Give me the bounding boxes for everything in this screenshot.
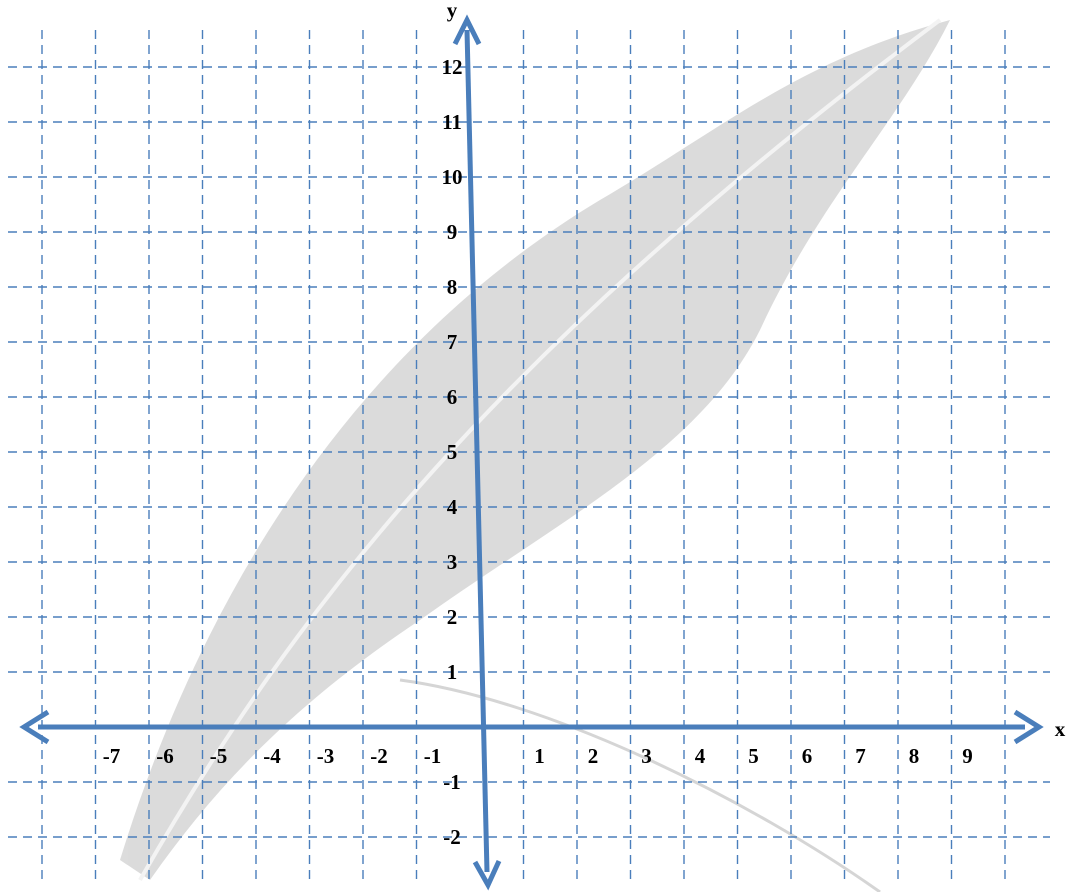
x-tick-label: 5: [748, 744, 759, 768]
y-axis-label: y: [447, 0, 458, 22]
x-tick-label: 4: [695, 744, 706, 768]
x-tick-label: -3: [317, 744, 335, 768]
y-tick-label: 8: [447, 275, 458, 299]
x-axis-label: x: [1055, 717, 1066, 741]
y-tick-label: 6: [447, 385, 458, 409]
y-axis: [464, 29, 490, 873]
x-arrow-left: [19, 709, 50, 745]
x-tick-label: 1: [534, 744, 545, 768]
x-tick-label: -5: [210, 744, 228, 768]
x-tick-label: 7: [855, 744, 866, 768]
x-tick-label: -7: [103, 744, 121, 768]
x-tick-label: 6: [802, 744, 813, 768]
feather-vane: [120, 20, 950, 880]
y-tick-label: 10: [442, 165, 463, 189]
x-tick-label: -1: [424, 744, 442, 768]
grid: [8, 30, 1050, 880]
x-arrow-right: [1013, 709, 1044, 745]
y-tick-label: 2: [447, 605, 458, 629]
y-tick-label: 1: [447, 660, 458, 684]
y-tick-label: 4: [447, 495, 458, 519]
feather-background: [120, 18, 950, 892]
y-tick-label: 7: [447, 330, 458, 354]
feather-shaft: [138, 18, 942, 881]
y-tick-label: 9: [447, 220, 458, 244]
y-arrow-bottom: [472, 859, 502, 891]
y-tick-label: -1: [443, 770, 461, 794]
y-tick-label: 3: [447, 550, 458, 574]
y-tick-label: 12: [442, 55, 463, 79]
x-tick-label: -4: [263, 744, 281, 768]
x-tick-label: 9: [962, 744, 973, 768]
x-tick-label: -2: [370, 744, 388, 768]
y-tick-label: 11: [442, 110, 462, 134]
x-tick-label: 3: [641, 744, 652, 768]
feather-quill: [399, 678, 881, 892]
x-tick-label: -6: [156, 744, 174, 768]
y-arrow-top: [452, 14, 482, 46]
x-tick-label: 2: [588, 744, 599, 768]
x-tick-label: 8: [909, 744, 920, 768]
y-tick-label: -2: [443, 825, 461, 849]
y-tick-label: 5: [447, 440, 458, 464]
